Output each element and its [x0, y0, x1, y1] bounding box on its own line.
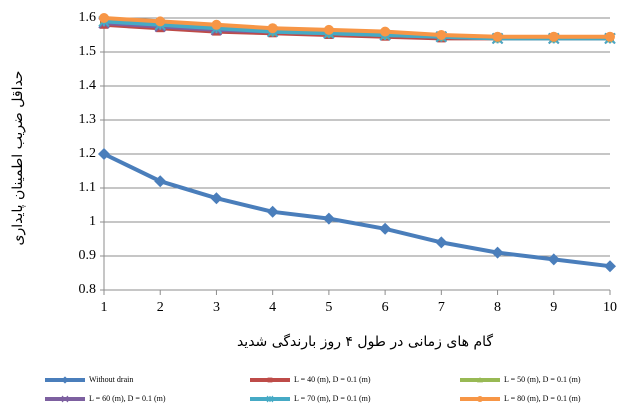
x-tick-label: 8	[494, 300, 501, 315]
data-point	[547, 253, 560, 266]
legend-label: L = 50 (m), D = 0.1 (m)	[504, 375, 581, 384]
legend-label: L = 70 (m), D = 0.1 (m)	[294, 394, 371, 403]
legend-marker	[61, 376, 69, 384]
legend-marker	[477, 396, 483, 403]
legend-marker	[266, 395, 274, 403]
x-axis-title: گام های زمانی در طول ۴ روز بارندگی شدید	[237, 333, 493, 350]
data-point	[604, 260, 616, 273]
data-point	[211, 19, 222, 30]
legend-label: Without drain	[89, 375, 133, 384]
y-axis-title: حداقل ضریب اطمینان پایداری	[10, 71, 26, 246]
data-point	[548, 31, 559, 42]
data-point	[266, 205, 279, 218]
y-tick-label: 1.1	[79, 180, 97, 195]
data-point	[435, 236, 448, 249]
x-tick-label: 4	[269, 300, 276, 315]
series-line	[103, 16, 610, 39]
x-tick-label: 10	[603, 300, 617, 315]
data-point	[210, 192, 223, 205]
data-point	[605, 31, 615, 42]
data-point	[323, 24, 334, 35]
y-tick-label: 0.9	[79, 248, 97, 263]
data-point	[267, 23, 278, 34]
data-point	[492, 31, 503, 42]
x-tick-label: 2	[157, 300, 164, 315]
y-tick-label: 1.4	[79, 78, 97, 93]
x-tick-label: 5	[325, 300, 332, 315]
data-point	[491, 246, 504, 259]
legend-marker	[477, 377, 483, 383]
data-point	[380, 26, 391, 37]
y-tick-label: 1.5	[79, 44, 97, 59]
y-tick-label: 0.8	[79, 282, 97, 297]
data-point	[155, 16, 166, 27]
data-point	[99, 13, 109, 23]
data-point	[379, 222, 392, 235]
legend-label: L = 60 (m), D = 0.1 (m)	[89, 394, 166, 403]
y-tick-label: 1.6	[79, 10, 97, 25]
x-tick-label: 9	[550, 300, 557, 315]
series-line	[103, 152, 611, 269]
x-tick-label: 3	[213, 300, 220, 315]
legend-label: L = 40 (m), D = 0.1 (m)	[294, 375, 371, 384]
y-tick-label: 1.2	[79, 146, 97, 161]
legend-marker	[267, 377, 273, 383]
x-tick-label: 1	[101, 300, 108, 315]
data-point	[322, 212, 335, 225]
legend-label: L = 80 (m), D = 0.1 (m)	[504, 394, 581, 403]
y-tick-label: 1.3	[79, 112, 97, 127]
x-tick-label: 6	[382, 300, 389, 315]
y-tick-label: 1	[89, 214, 96, 229]
data-point	[98, 148, 110, 160]
data-point	[436, 30, 447, 40]
legend-marker	[61, 395, 69, 403]
data-point	[154, 175, 167, 188]
x-tick-label: 7	[438, 300, 445, 315]
